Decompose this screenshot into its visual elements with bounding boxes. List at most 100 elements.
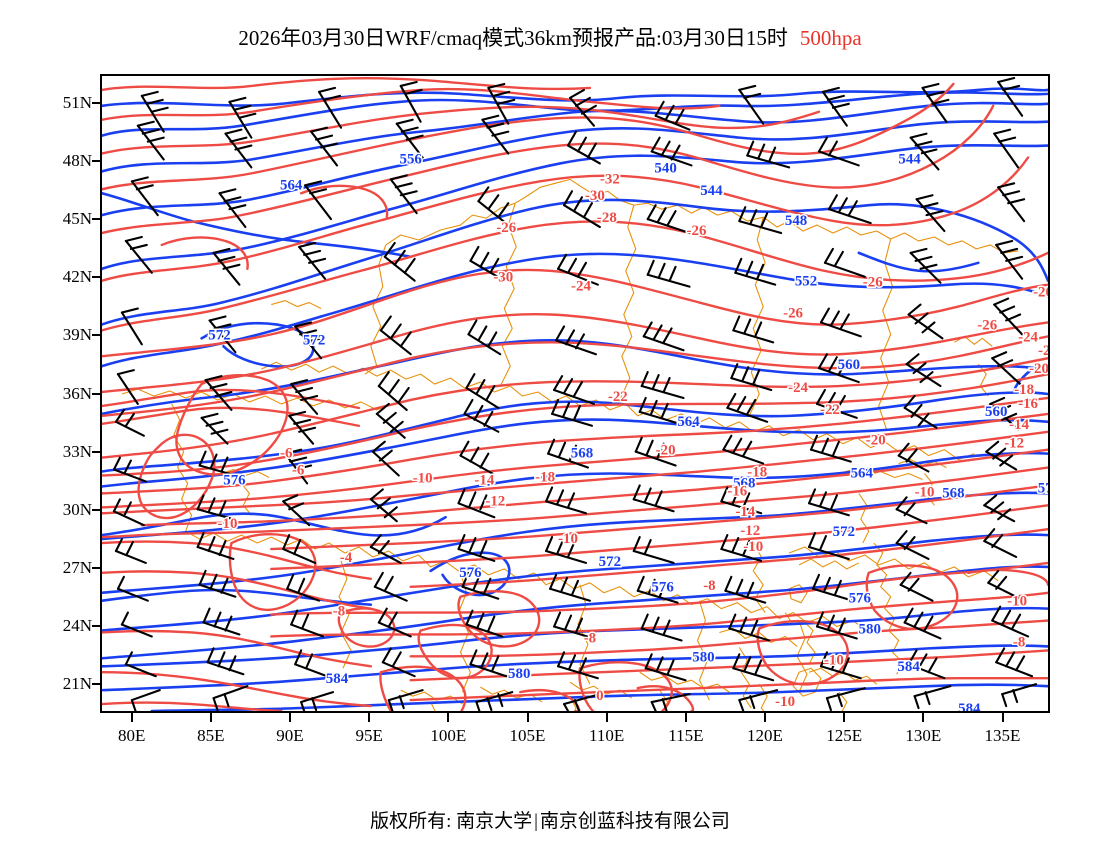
wind-barb xyxy=(379,315,412,356)
wind-barb xyxy=(212,247,241,286)
y-tick-label: 21N xyxy=(62,673,92,693)
contour-label: 564 xyxy=(280,177,303,193)
wind-barb xyxy=(726,392,769,423)
wind-barb xyxy=(646,204,691,235)
wind-barb xyxy=(461,571,500,600)
wind-barb xyxy=(907,649,946,680)
wind-barb xyxy=(899,571,934,602)
wind-barb xyxy=(746,140,791,169)
wind-barb xyxy=(632,536,675,564)
wind-barb xyxy=(124,235,153,274)
contour-label: 556 xyxy=(400,151,423,167)
wind-barb xyxy=(823,247,866,278)
contour-label: -26 xyxy=(496,220,516,236)
wind-barb xyxy=(807,532,850,561)
wind-barb xyxy=(377,607,412,638)
contour-label: 580 xyxy=(859,622,881,638)
wind-barb xyxy=(644,653,687,682)
wind-barb xyxy=(282,494,311,527)
wind-barb xyxy=(383,241,416,282)
contour-label: 584 xyxy=(897,659,920,675)
contour-label: -22 xyxy=(608,389,628,405)
wind-barb xyxy=(827,194,872,225)
x-tick-label: 85E xyxy=(197,726,225,745)
contour-label: 584 xyxy=(326,671,349,687)
wind-barb xyxy=(200,412,229,445)
wind-barb xyxy=(196,532,235,561)
wind-barb xyxy=(549,573,591,602)
wind-barb xyxy=(815,388,858,419)
wind-barb xyxy=(825,687,866,711)
y-tick-label: 39N xyxy=(62,325,92,345)
wind-barb xyxy=(895,496,928,525)
contour-label: -20 xyxy=(866,433,886,449)
wind-barb xyxy=(907,303,944,340)
wind-barb xyxy=(136,120,165,161)
wind-barb xyxy=(284,448,313,485)
wind-barb xyxy=(290,609,325,638)
wind-barb xyxy=(995,239,1024,280)
contour-label: -8 xyxy=(966,710,978,711)
x-tick-mark xyxy=(684,713,687,722)
x-tick-label: 120E xyxy=(747,726,783,745)
contour-label: -30 xyxy=(493,270,513,286)
y-tick-mark xyxy=(92,392,101,395)
wind-barb xyxy=(120,611,153,638)
wind-barb xyxy=(734,257,777,286)
y-tick-label: 33N xyxy=(62,441,92,461)
y-tick-mark xyxy=(92,624,101,627)
wind-barb xyxy=(294,649,329,678)
wind-barb xyxy=(638,396,681,425)
wind-barb xyxy=(553,375,595,405)
wind-barb xyxy=(310,126,339,167)
contour-label: -12 xyxy=(1004,436,1024,452)
y-tick-label: 24N xyxy=(62,615,92,635)
wind-barb xyxy=(112,498,145,527)
contour-label: 568 xyxy=(571,446,593,462)
wind-barb xyxy=(730,363,773,392)
wind-barb xyxy=(124,651,157,678)
y-tick-mark xyxy=(92,276,101,279)
wind-barb xyxy=(196,494,235,521)
wind-barb xyxy=(290,379,319,415)
contour-label: -18 xyxy=(1014,382,1034,398)
contour-label: -4 xyxy=(340,550,353,566)
wind-barb xyxy=(997,76,1024,117)
y-tick-mark xyxy=(92,102,101,105)
wind-barb xyxy=(1001,683,1038,708)
wind-barb xyxy=(465,373,500,409)
wind-barb xyxy=(720,486,763,515)
wind-barb xyxy=(130,176,159,217)
x-tick-label: 130E xyxy=(905,726,942,745)
wind-barb xyxy=(895,530,930,561)
wind-barb xyxy=(819,651,862,680)
x-tick-mark xyxy=(764,713,766,722)
x-tick-mark xyxy=(209,713,212,722)
contour-label: -8 xyxy=(1013,634,1025,650)
contour-label: 572 xyxy=(208,327,230,343)
y-tick-mark xyxy=(92,450,101,453)
contour-label: 576 xyxy=(223,472,246,488)
wind-barb xyxy=(821,86,850,127)
wind-barb xyxy=(642,321,685,352)
wind-barb xyxy=(375,402,406,439)
wind-barb xyxy=(909,132,940,171)
contour-label: 580 xyxy=(692,649,714,665)
x-tick-mark xyxy=(447,713,450,722)
wind-barb xyxy=(389,174,418,215)
contour-label: 572 xyxy=(599,554,621,570)
contour-label: -24 xyxy=(571,279,591,295)
title-pressure-level: 500hpa xyxy=(799,26,862,50)
wind-barb xyxy=(720,534,763,562)
contour-label: 576 xyxy=(651,580,674,596)
contour-label: -18 xyxy=(747,464,767,480)
x-tick-label: 110E xyxy=(589,726,625,745)
contour-label: 540 xyxy=(654,160,676,176)
wind-barb xyxy=(650,693,691,711)
contour-label: -10 xyxy=(915,484,935,500)
wind-barb xyxy=(481,114,510,155)
contour-label: 0 xyxy=(596,688,603,704)
wind-barb xyxy=(563,190,601,229)
contour-label: -20 xyxy=(1033,285,1048,301)
wind-barb xyxy=(654,100,691,131)
